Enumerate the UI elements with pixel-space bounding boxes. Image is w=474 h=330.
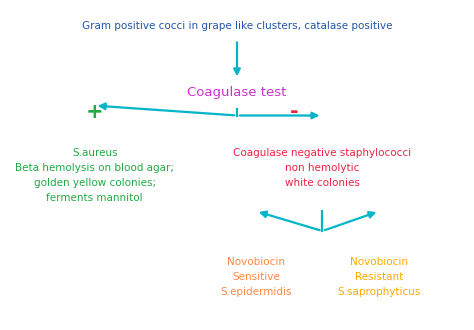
- Text: Novobiocin
Resistant
S.saprophyticus: Novobiocin Resistant S.saprophyticus: [337, 257, 421, 297]
- Text: +: +: [86, 102, 104, 122]
- Text: Coagulase negative staphylococci
non hemolytic
white colonies: Coagulase negative staphylococci non hem…: [233, 148, 411, 188]
- Text: Gram positive cocci in grape like clusters, catalase positive: Gram positive cocci in grape like cluste…: [82, 21, 392, 31]
- Text: Novobiocin
Sensitive
S.epidermidis: Novobiocin Sensitive S.epidermidis: [220, 257, 292, 297]
- Text: -: -: [290, 102, 298, 122]
- Text: S.aureus
Beta hemolysis on blood agar;
golden yellow colonies;
ferments mannitol: S.aureus Beta hemolysis on blood agar; g…: [15, 148, 174, 203]
- Text: Coagulase test: Coagulase test: [187, 86, 287, 99]
